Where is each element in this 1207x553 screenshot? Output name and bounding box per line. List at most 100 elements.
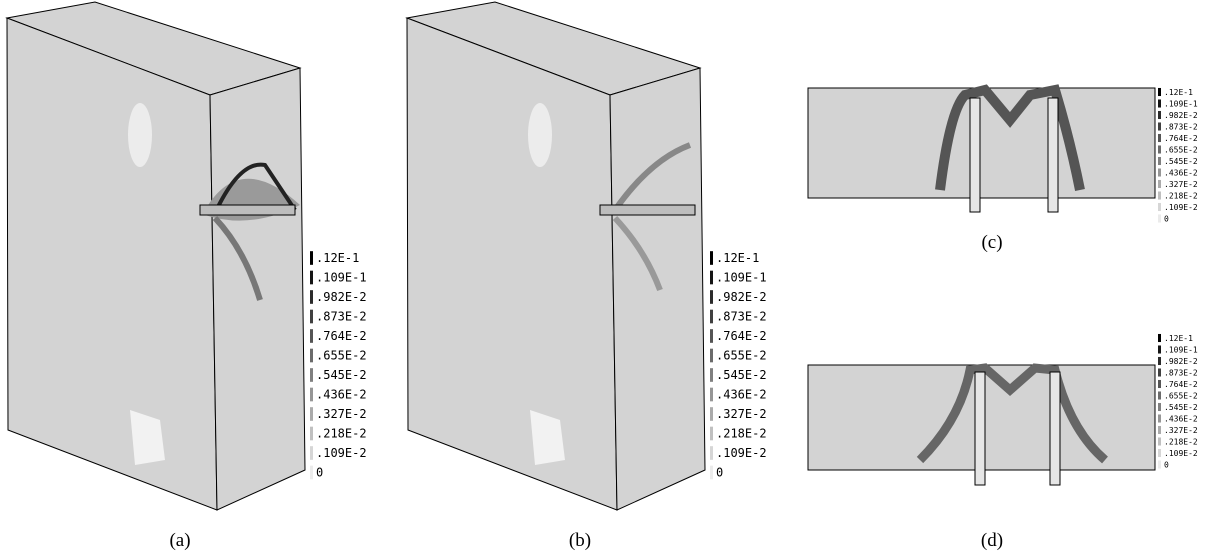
legend-label: .873E-2 xyxy=(1164,368,1198,377)
panel-caption: (d) xyxy=(981,530,1003,551)
legend-swatch xyxy=(710,446,713,460)
panel-a-model xyxy=(5,1,306,511)
legend-swatch xyxy=(710,270,713,285)
legend-swatch xyxy=(1158,437,1161,446)
panel-caption: (c) xyxy=(981,232,1002,253)
legend-swatch xyxy=(1158,345,1161,354)
legend-label: .982E-2 xyxy=(716,290,767,304)
legend-label: .764E-2 xyxy=(716,329,767,343)
legend-label: 0 xyxy=(1164,214,1169,223)
legend-label: 0 xyxy=(316,466,323,480)
legend-label: .764E-2 xyxy=(1164,134,1198,143)
legend-swatch xyxy=(310,251,313,265)
legend-label: .12E-1 xyxy=(316,251,359,265)
legend-label: .764E-2 xyxy=(316,329,367,343)
legend-swatch xyxy=(310,426,313,441)
legend-label: .982E-2 xyxy=(1164,357,1198,366)
legend-swatch xyxy=(310,407,313,421)
legend-swatch xyxy=(710,465,713,480)
legend-swatch xyxy=(310,348,313,363)
legend-swatch xyxy=(1158,402,1161,412)
panel-caption: (b) xyxy=(569,530,591,551)
legend-swatch xyxy=(1158,168,1161,177)
legend-label: .109E-1 xyxy=(1164,345,1198,354)
legend-label: 0 xyxy=(1164,460,1169,469)
legend-label: .764E-2 xyxy=(1164,380,1198,389)
legend-label: .327E-2 xyxy=(316,407,367,421)
legend-label: .109E-1 xyxy=(1164,99,1198,108)
legend-label: .873E-2 xyxy=(1164,122,1198,131)
legend-label: .109E-2 xyxy=(716,446,767,460)
legend-swatch xyxy=(1158,202,1161,212)
legend-swatch xyxy=(310,387,313,402)
legend-label: .982E-2 xyxy=(316,290,367,304)
legend-swatch xyxy=(1158,214,1161,223)
panel-b-model xyxy=(405,1,706,511)
legend-label: .327E-2 xyxy=(1164,426,1198,435)
legend-swatch xyxy=(1158,448,1161,458)
legend-label: .218E-2 xyxy=(316,427,367,441)
legend-swatch xyxy=(1158,368,1161,377)
legend-label: .545E-2 xyxy=(716,368,767,382)
legend-label: .12E-1 xyxy=(716,251,759,265)
legend-swatch xyxy=(1158,391,1161,400)
legend-label: .436E-2 xyxy=(1164,168,1198,177)
legend-label: .655E-2 xyxy=(716,349,767,363)
legend-label: .873E-2 xyxy=(316,310,367,324)
legend-label: 0 xyxy=(716,466,723,480)
legend-swatch xyxy=(1158,414,1161,423)
legend-swatch xyxy=(710,290,713,304)
legend-label: .545E-2 xyxy=(1164,157,1198,166)
legend-label: .109E-2 xyxy=(1164,203,1198,212)
panel-caption: (a) xyxy=(169,530,190,551)
legend-label: .655E-2 xyxy=(316,349,367,363)
legend-swatch xyxy=(1158,87,1161,97)
legend-swatch xyxy=(310,368,313,382)
legend-swatch xyxy=(710,348,713,363)
legend-swatch xyxy=(1158,191,1161,200)
legend-swatch xyxy=(1158,460,1161,469)
legend-swatch xyxy=(1158,99,1161,108)
legend-swatch xyxy=(1158,179,1161,189)
legend-swatch xyxy=(310,309,313,324)
legend-label: .218E-2 xyxy=(1164,437,1198,446)
legend-swatch xyxy=(710,309,713,324)
legend-swatch xyxy=(710,426,713,441)
legend-label: .12E-1 xyxy=(1164,88,1193,97)
legend-label: .218E-2 xyxy=(716,427,767,441)
panel-d-section xyxy=(807,363,1156,486)
legend-swatch xyxy=(1158,145,1161,154)
legend-swatch xyxy=(1158,110,1161,120)
legend-label: .327E-2 xyxy=(716,407,767,421)
legend-swatch xyxy=(310,270,313,285)
legend-swatch xyxy=(710,407,713,421)
legend-label: .436E-2 xyxy=(1164,414,1198,423)
legend-swatch xyxy=(310,446,313,460)
legend-swatch xyxy=(310,329,313,343)
legend-label: .436E-2 xyxy=(716,388,767,402)
legend-swatch xyxy=(1158,425,1161,435)
legend-label: .655E-2 xyxy=(1164,391,1198,400)
legend-swatch xyxy=(710,368,713,382)
legend-label: .545E-2 xyxy=(316,368,367,382)
legend-label: .109E-2 xyxy=(1164,449,1198,458)
legend-swatch xyxy=(310,290,313,304)
legend-swatch xyxy=(310,465,313,480)
legend-label: .109E-1 xyxy=(716,271,767,285)
legend-label: .109E-2 xyxy=(316,446,367,460)
legend-swatch xyxy=(1158,379,1161,389)
legend-label: .982E-2 xyxy=(1164,111,1198,120)
panel-c-section xyxy=(807,84,1156,213)
legend-label: .218E-2 xyxy=(1164,191,1198,200)
legend-swatch xyxy=(1158,156,1161,166)
legend-label: .545E-2 xyxy=(1164,403,1198,412)
legend-swatch xyxy=(710,251,713,265)
legend-swatch xyxy=(1158,122,1161,131)
legend-swatch xyxy=(710,387,713,402)
legend-label: .655E-2 xyxy=(1164,145,1198,154)
legend-swatch xyxy=(1158,356,1161,366)
legend-label: .327E-2 xyxy=(1164,180,1198,189)
legend-swatch xyxy=(710,329,713,343)
legend-label: .873E-2 xyxy=(716,310,767,324)
